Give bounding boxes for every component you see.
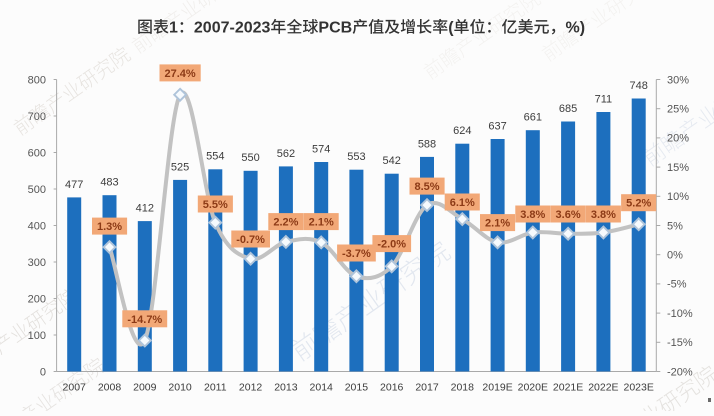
svg-text:30%: 30%	[667, 74, 689, 86]
svg-text:5.2%: 5.2%	[626, 198, 651, 210]
svg-text:2011: 2011	[204, 381, 227, 393]
svg-text:400: 400	[28, 220, 46, 232]
svg-text:2009: 2009	[133, 381, 157, 393]
svg-text:554: 554	[206, 151, 224, 163]
svg-text:600: 600	[28, 147, 46, 159]
svg-text:661: 661	[524, 112, 542, 124]
svg-text:2022E: 2022E	[588, 381, 618, 393]
svg-text:2010: 2010	[168, 381, 192, 393]
svg-text:5.5%: 5.5%	[203, 199, 228, 211]
svg-text:3.8%: 3.8%	[520, 209, 545, 221]
svg-text:1.3%: 1.3%	[97, 221, 122, 233]
svg-text:477: 477	[65, 179, 83, 191]
svg-text:500: 500	[28, 184, 46, 196]
svg-text:25%: 25%	[667, 104, 689, 116]
svg-text:%): %)	[566, 20, 586, 37]
svg-text:2020E: 2020E	[518, 381, 548, 393]
svg-text:2.1%: 2.1%	[309, 217, 334, 229]
svg-text:574: 574	[312, 143, 330, 155]
svg-text:27.4%: 27.4%	[164, 68, 195, 80]
svg-text:2007: 2007	[63, 381, 87, 393]
svg-text:624: 624	[453, 125, 471, 137]
svg-text:300: 300	[28, 257, 46, 269]
svg-text:525: 525	[171, 161, 189, 173]
svg-text:PCB: PCB	[318, 20, 352, 37]
svg-text:-14.7%: -14.7%	[127, 314, 162, 326]
svg-text:-15%: -15%	[667, 337, 693, 349]
svg-text:2008: 2008	[98, 381, 122, 393]
svg-text:711: 711	[595, 93, 613, 105]
svg-text:2023E: 2023E	[624, 381, 654, 393]
svg-text:2013: 2013	[274, 381, 298, 393]
svg-text:2019E: 2019E	[482, 381, 512, 393]
svg-text:-2.0%: -2.0%	[377, 239, 406, 251]
svg-text:8.5%: 8.5%	[414, 181, 439, 193]
svg-text:2007-2023: 2007-2023	[194, 20, 271, 37]
svg-text:2021E: 2021E	[553, 381, 583, 393]
svg-text:800: 800	[28, 74, 46, 86]
svg-text:2.2%: 2.2%	[273, 217, 298, 229]
svg-text:10%: 10%	[667, 191, 689, 203]
svg-text:550: 550	[241, 152, 259, 164]
svg-text:0%: 0%	[667, 250, 683, 262]
svg-text:-5%: -5%	[667, 279, 687, 291]
svg-text:100: 100	[28, 330, 46, 342]
svg-text:2.1%: 2.1%	[485, 218, 510, 230]
svg-text:0: 0	[40, 366, 46, 378]
svg-text:637: 637	[488, 120, 506, 132]
svg-text:2018: 2018	[451, 381, 475, 393]
svg-text:1: 1	[169, 20, 178, 37]
svg-text:20%: 20%	[667, 133, 689, 145]
svg-text:2016: 2016	[380, 381, 404, 393]
svg-text:-3.7%: -3.7%	[342, 248, 371, 260]
svg-text:6.1%: 6.1%	[450, 197, 475, 209]
svg-text:5%: 5%	[667, 220, 683, 232]
svg-text:-20%: -20%	[667, 366, 693, 378]
svg-text:562: 562	[277, 148, 295, 160]
svg-text:553: 553	[347, 151, 365, 163]
svg-text:542: 542	[383, 155, 401, 167]
svg-text:-0.7%: -0.7%	[236, 234, 265, 246]
svg-text:15%: 15%	[667, 162, 689, 174]
svg-text:(: (	[448, 20, 454, 37]
svg-text:-10%: -10%	[667, 308, 693, 320]
svg-text:2014: 2014	[310, 381, 334, 393]
svg-text:685: 685	[559, 103, 577, 115]
svg-text:748: 748	[630, 80, 648, 92]
svg-text:3.6%: 3.6%	[556, 209, 581, 221]
svg-text:588: 588	[418, 138, 436, 150]
svg-text:2015: 2015	[345, 381, 369, 393]
svg-text:200: 200	[28, 293, 46, 305]
svg-text:2012: 2012	[239, 381, 263, 393]
svg-text:2017: 2017	[415, 381, 439, 393]
svg-text:412: 412	[136, 203, 154, 215]
svg-text:700: 700	[28, 111, 46, 123]
svg-text:3.8%: 3.8%	[591, 209, 616, 221]
svg-text:483: 483	[100, 177, 118, 189]
